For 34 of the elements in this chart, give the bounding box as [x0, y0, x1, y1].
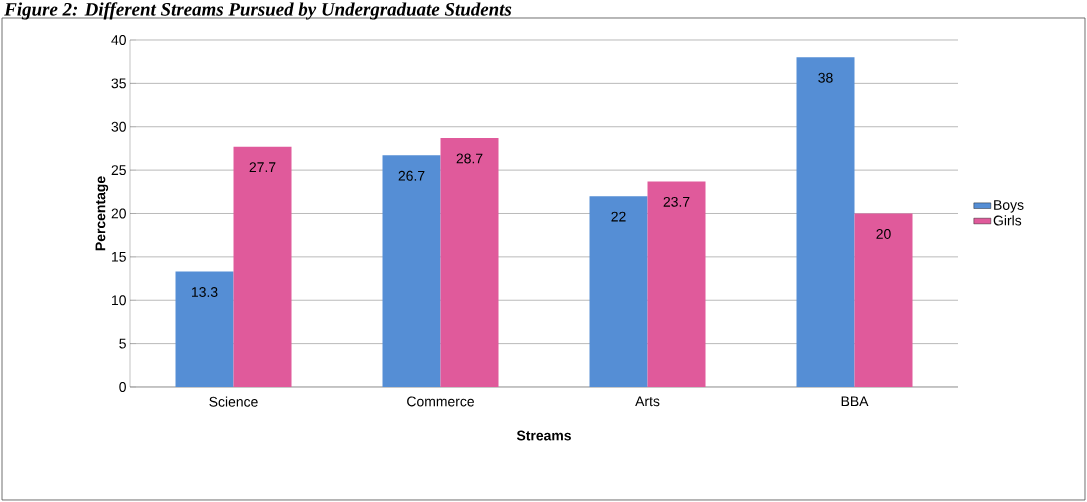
y-tick-label: 40: [111, 35, 126, 45]
x-tick-label: Arts: [635, 396, 660, 407]
bar: [382, 155, 441, 387]
chart-title: Figure 2: Different Streams Pursued by Undergraduate Students: [4, 2, 512, 20]
bar: [854, 213, 913, 387]
data-label: 38: [818, 72, 833, 83]
y-tick-label: 20: [111, 208, 126, 219]
data-label: 13.3: [192, 287, 218, 298]
data-label: 23.7: [663, 196, 690, 207]
y-tick-label: 25: [111, 165, 126, 176]
y-tick-label: 0: [119, 382, 126, 392]
data-label: 20: [876, 229, 891, 239]
data-label: 27.7: [249, 162, 276, 172]
bar: [796, 57, 855, 387]
x-tick-label: BBA: [841, 396, 869, 407]
data-label: 28.7: [456, 153, 483, 164]
bar: [175, 271, 234, 387]
x-axis-title: Streams: [516, 430, 571, 441]
y-axis-title: Percentage: [95, 176, 109, 251]
y-tick-label: 10: [112, 295, 126, 306]
bar: [440, 138, 499, 387]
x-tick-label: Science: [209, 396, 258, 407]
y-tick-label: 35: [111, 78, 126, 89]
bar: [589, 196, 648, 387]
x-tick-label: Commerce: [407, 396, 474, 407]
y-tick-label: 5: [119, 338, 126, 349]
legend-label: Girls: [993, 215, 1022, 226]
bar: [233, 146, 292, 387]
data-label: 22: [611, 211, 626, 222]
data-label: 26.7: [398, 170, 425, 181]
y-tick-label: 30: [111, 121, 126, 132]
bar: [647, 181, 706, 387]
legend-label: Boys: [994, 200, 1024, 213]
y-tick-label: 15: [112, 252, 126, 262]
